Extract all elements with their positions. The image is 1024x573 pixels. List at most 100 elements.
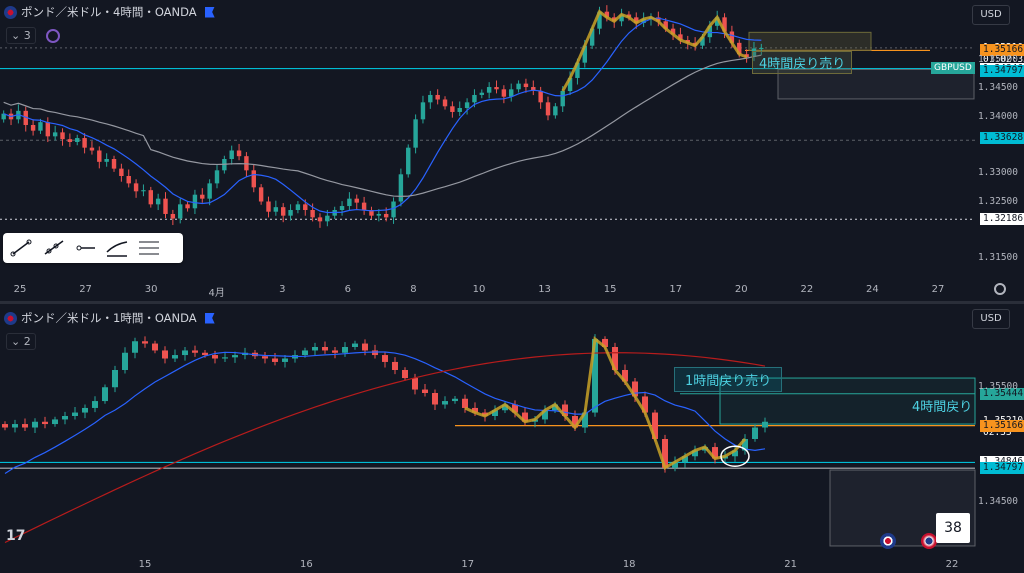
- x-tick-label: 17: [461, 559, 475, 570]
- candle-body: [273, 207, 279, 212]
- x-tick-label: 6: [344, 284, 352, 295]
- candle-body: [303, 204, 308, 210]
- candle-body: [592, 338, 598, 413]
- candle-body: [538, 91, 543, 103]
- candle-body: [132, 341, 138, 353]
- candle-body: [712, 447, 718, 459]
- fib-retracement-icon[interactable]: [137, 238, 161, 258]
- currency-button-top[interactable]: USD: [972, 5, 1010, 25]
- candle-body: [502, 404, 508, 411]
- candle-body: [361, 202, 367, 210]
- bookmark-flag-icon[interactable]: [204, 6, 215, 18]
- candle-body: [472, 407, 478, 413]
- candle-body: [302, 350, 308, 356]
- candle-body: [22, 424, 28, 428]
- candle-body: [325, 215, 330, 222]
- candle-body: [72, 412, 78, 416]
- ray-tool-icon[interactable]: [41, 238, 65, 258]
- candle-body: [692, 450, 698, 457]
- chart-canvas-4h[interactable]: [0, 0, 1024, 301]
- candle-body: [75, 138, 80, 142]
- candle-body: [642, 396, 648, 413]
- x-tick-label: 25: [13, 284, 27, 295]
- candle-body: [432, 393, 438, 405]
- currency-button-bottom[interactable]: USD: [972, 309, 1010, 329]
- indicator-counter-4h[interactable]: ⌄ 3: [6, 27, 36, 44]
- y-tick-label: 1.34000: [977, 110, 1018, 122]
- candle-body: [531, 87, 536, 91]
- candle-body: [232, 355, 238, 358]
- candle-body: [23, 110, 28, 125]
- x-axis-4h: 25 27 30 4月 3 6 8 10 13 15 17 20 22 24 27: [0, 284, 1024, 299]
- candle-body: [442, 99, 448, 107]
- alert-count-badge[interactable]: 38: [936, 513, 970, 543]
- tradingview-logo-icon[interactable]: 17: [6, 528, 26, 544]
- candle-body: [575, 62, 580, 78]
- candle-body: [347, 198, 352, 207]
- annotation-4h-sell-bottom[interactable]: 4時間戻り: [912, 400, 973, 415]
- us-event-icon[interactable]: [921, 533, 937, 549]
- candle-body: [200, 194, 205, 199]
- candle-body: [422, 389, 428, 393]
- candle-body: [442, 401, 448, 405]
- annotation-bg: [748, 31, 872, 51]
- candle-body: [192, 350, 198, 353]
- candle-body: [12, 424, 18, 428]
- price-label: 1.34797: [980, 65, 1024, 78]
- y-tick-label: 1.34500: [977, 496, 1018, 508]
- bookmark-flag-icon[interactable]: [204, 312, 215, 324]
- candle-body: [104, 159, 109, 162]
- chart-pane-1h[interactable]: ポンド／米ドル・1時間・OANDA ⌄ 2 USD 1時間戻り売り 4時間戻り …: [0, 304, 1024, 573]
- candle-body: [622, 370, 628, 382]
- candle-body: [632, 381, 638, 397]
- horizontal-ray-icon[interactable]: [73, 238, 97, 258]
- indicator-count: 2: [23, 335, 31, 348]
- indicator-counter-1h[interactable]: ⌄ 2: [6, 333, 36, 350]
- candle-body: [163, 198, 168, 214]
- candle-body: [2, 424, 8, 428]
- zone-box: [777, 68, 975, 100]
- candle-body: [707, 25, 713, 38]
- candle-body: [82, 138, 87, 148]
- candle-body: [30, 125, 36, 131]
- symbol-legend-1h[interactable]: ポンド／米ドル・1時間・OANDA: [4, 310, 215, 326]
- candle-body: [522, 412, 528, 422]
- annotation-1h-sell[interactable]: 1時間戻り売り: [674, 367, 783, 392]
- candle-body: [60, 132, 65, 140]
- resistance-zone: [719, 377, 976, 425]
- candle-body: [729, 31, 735, 43]
- settings-gear-icon[interactable]: [994, 283, 1006, 295]
- candle-body: [452, 398, 458, 402]
- indicator-settings-icon[interactable]: [46, 29, 60, 43]
- candle-body: [376, 213, 382, 216]
- candle-body: [369, 210, 374, 216]
- x-tick-label: 4月: [208, 288, 225, 299]
- candle-body: [462, 398, 468, 408]
- candle-body: [562, 404, 568, 416]
- chart-canvas-1h[interactable]: [0, 304, 1024, 573]
- y-tick-label: 1.32500: [977, 195, 1018, 207]
- candle-body: [182, 350, 188, 356]
- uk-event-icon[interactable]: [880, 533, 896, 549]
- candle-body: [391, 201, 396, 218]
- candle-body: [634, 17, 639, 23]
- candle-body: [312, 347, 318, 351]
- candle-body: [682, 456, 688, 462]
- parallel-channel-icon[interactable]: [105, 238, 129, 258]
- symbol-legend-4h[interactable]: ポンド／米ドル・4時間・OANDA: [4, 4, 215, 20]
- candle-body: [317, 217, 323, 222]
- chart-pane-4h[interactable]: ポンド／米ドル・4時間・OANDA ⌄ 3 USD 4時間戻り売り GBPUSD…: [0, 0, 1024, 301]
- candle-body: [222, 357, 228, 359]
- annotation-4h-sell[interactable]: 4時間戻り売り: [752, 51, 853, 74]
- price-label: 1.35166: [980, 44, 1024, 57]
- trendline-tool-icon[interactable]: [9, 238, 33, 258]
- candle-body: [162, 350, 168, 359]
- drawing-toolbar[interactable]: [3, 233, 183, 263]
- x-tick-label: 24: [866, 284, 879, 295]
- ma-fast-line: [4, 351, 766, 475]
- candle-body: [472, 94, 477, 103]
- pane-divider[interactable]: [0, 301, 1024, 304]
- candle-body: [523, 83, 529, 88]
- price-label: 1.33628: [980, 131, 1024, 144]
- candle-body: [52, 419, 58, 425]
